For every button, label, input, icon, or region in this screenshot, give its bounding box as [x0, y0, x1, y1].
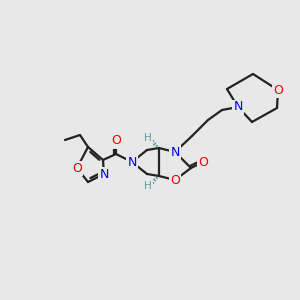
Text: O: O: [111, 134, 121, 148]
Text: O: O: [273, 83, 283, 97]
Text: H: H: [144, 181, 152, 191]
Text: N: N: [127, 155, 137, 169]
Text: N: N: [99, 167, 109, 181]
Text: N: N: [170, 146, 180, 158]
Text: O: O: [198, 155, 208, 169]
Text: H: H: [144, 133, 152, 143]
Text: O: O: [170, 173, 180, 187]
Text: O: O: [72, 161, 82, 175]
Text: N: N: [233, 100, 243, 113]
